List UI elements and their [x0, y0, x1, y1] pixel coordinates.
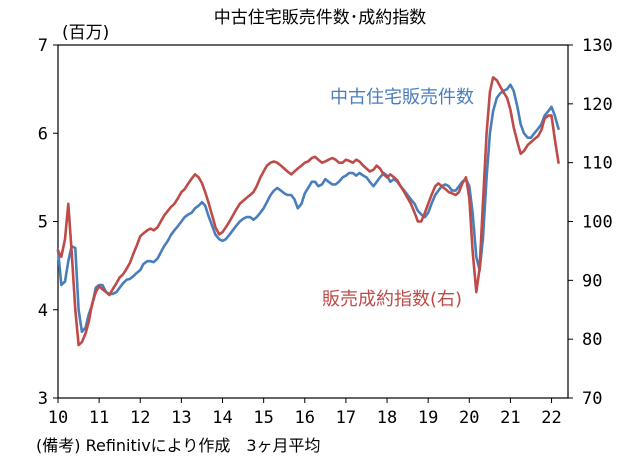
y-right-tick-label: 110 — [582, 154, 613, 174]
x-tick-label: 11 — [89, 408, 109, 428]
y-left-tick-label: 7 — [38, 36, 48, 56]
series-label-sales: 中古住宅販売件数 — [330, 87, 474, 108]
plot-area — [57, 44, 569, 399]
y-left-tick-label: 6 — [38, 124, 48, 144]
series-line-index — [56, 76, 560, 347]
y-left-tick-label: 4 — [38, 301, 48, 321]
x-tick-label: 18 — [377, 408, 397, 428]
x-tick-label: 21 — [500, 408, 520, 428]
x-tick-label: 14 — [212, 408, 232, 428]
x-tick-label: 13 — [171, 408, 191, 428]
series-label-index: 販売成約指数(右) — [322, 289, 462, 310]
y-right-tick-label: 80 — [582, 330, 602, 350]
x-tick-label: 20 — [459, 408, 479, 428]
y-right-tick-label: 100 — [582, 213, 613, 233]
series-layer — [56, 76, 560, 347]
y-right-tick-label: 70 — [582, 389, 602, 409]
left-axis-unit: (百万) — [62, 23, 109, 43]
x-axis: 10 11 12 13 14 15 16 17 18 19 20 21 22 — [48, 398, 562, 428]
y-left-axis: 3 4 5 6 7 — [38, 36, 58, 409]
x-tick-label: 22 — [541, 408, 561, 428]
y-right-tick-label: 120 — [582, 95, 613, 115]
chart-title: 中古住宅販売件数･成約指数 — [214, 8, 427, 28]
x-tick-label: 17 — [336, 408, 356, 428]
x-tick-label: 19 — [418, 408, 438, 428]
y-left-tick-label: 3 — [38, 389, 48, 409]
y-right-tick-label: 130 — [582, 36, 613, 56]
x-tick-label: 15 — [253, 408, 273, 428]
source-note: (備考) Refinitivにより作成 3ヶ月平均 — [36, 436, 321, 455]
x-tick-label: 10 — [48, 408, 68, 428]
y-right-tick-label: 90 — [582, 271, 602, 291]
series-line-sales — [56, 83, 560, 334]
x-tick-label: 12 — [130, 408, 150, 428]
x-tick-label: 16 — [295, 408, 315, 428]
y-right-axis: 70 80 90 100 110 120 130 — [568, 36, 613, 409]
y-left-tick-label: 5 — [38, 213, 48, 233]
